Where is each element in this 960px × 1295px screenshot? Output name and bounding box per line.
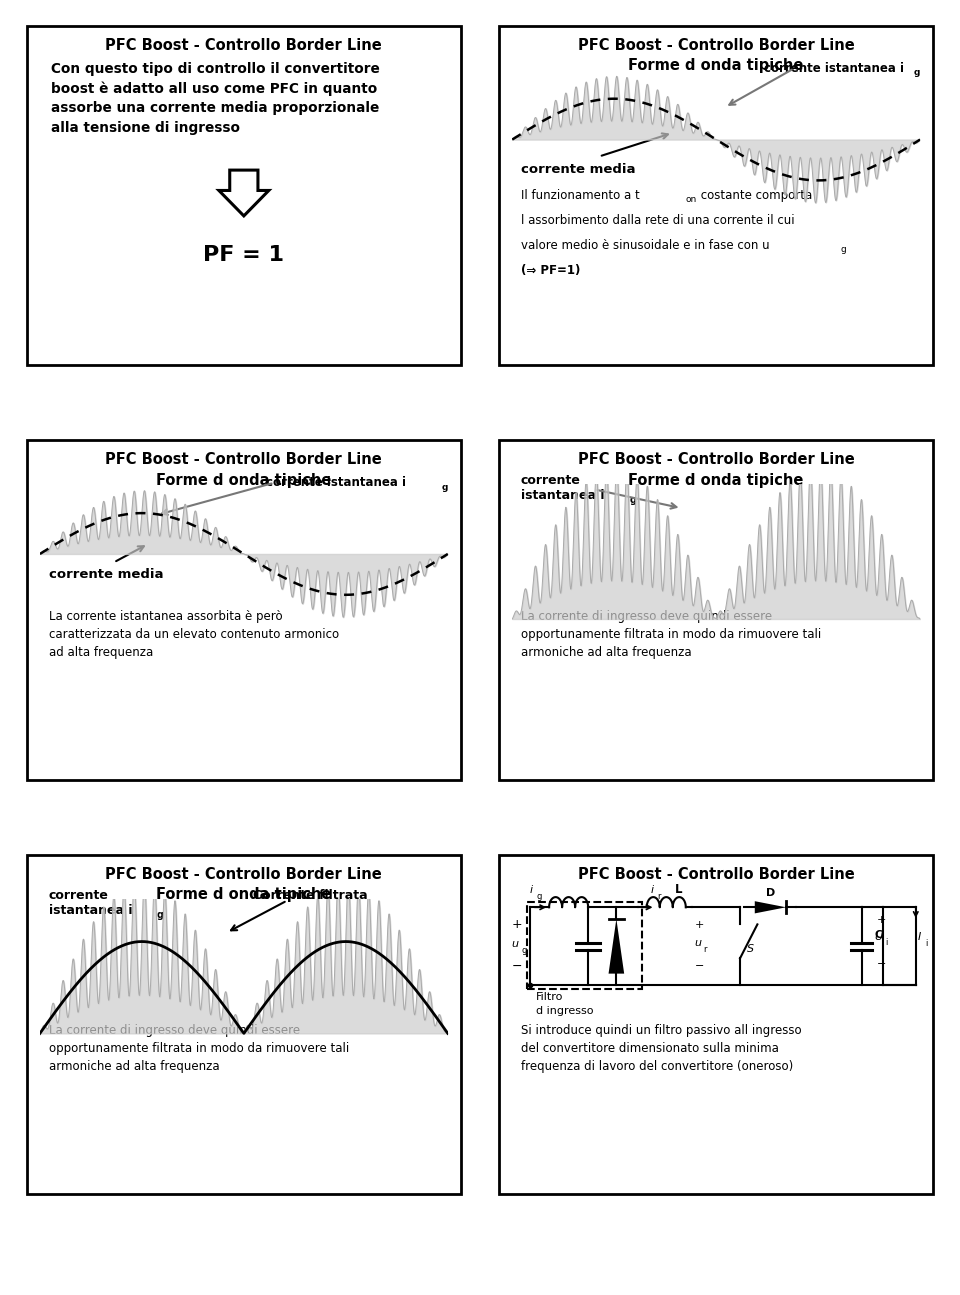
- Text: Filtro: Filtro: [536, 992, 564, 1002]
- Text: +: +: [876, 914, 886, 925]
- Text: i: i: [885, 939, 888, 947]
- Text: Il funzionamento a t: Il funzionamento a t: [521, 189, 639, 202]
- Text: r: r: [703, 945, 707, 954]
- Text: g: g: [630, 495, 636, 505]
- Text: I: I: [918, 932, 922, 941]
- Text: Forme d onda tipiche: Forme d onda tipiche: [156, 473, 331, 487]
- Text: Corrente filtrata: Corrente filtrata: [252, 888, 367, 901]
- Text: corrente istantanea i: corrente istantanea i: [764, 62, 904, 75]
- Text: corrente istantanea i: corrente istantanea i: [266, 477, 405, 490]
- Text: g: g: [157, 909, 164, 919]
- Text: Con questo tipo di controllo il convertitore
boost è adatto all uso come PFC in : Con questo tipo di controllo il converti…: [51, 62, 379, 135]
- Text: S: S: [747, 944, 754, 954]
- Text: l assorbimento dalla rete di una corrente il cui: l assorbimento dalla rete di una corrent…: [521, 214, 795, 227]
- Text: corrente: corrente: [49, 888, 108, 901]
- Text: i: i: [530, 884, 533, 895]
- Text: PFC Boost - Controllo Border Line: PFC Boost - Controllo Border Line: [578, 866, 854, 882]
- Text: u: u: [512, 939, 518, 949]
- Text: i: i: [925, 939, 927, 948]
- Text: u: u: [694, 939, 702, 948]
- Text: L: L: [675, 883, 683, 896]
- Text: Forme d onda tipiche: Forme d onda tipiche: [629, 58, 804, 73]
- Text: g: g: [442, 483, 447, 492]
- Polygon shape: [609, 919, 624, 974]
- Text: PF = 1: PF = 1: [204, 245, 284, 264]
- Text: +: +: [512, 918, 522, 931]
- Bar: [527, 903, 642, 988]
- Text: istantanea i: istantanea i: [49, 904, 132, 917]
- Text: La corrente istantanea assorbita è però
caratterizzata da un elevato contenuto a: La corrente istantanea assorbita è però …: [49, 610, 339, 659]
- Text: i: i: [651, 884, 654, 895]
- Text: (⇒ PF=1): (⇒ PF=1): [521, 264, 580, 277]
- Text: on: on: [685, 194, 697, 203]
- Text: corrente media: corrente media: [49, 567, 163, 580]
- Text: istantanea i: istantanea i: [521, 490, 605, 502]
- Text: −: −: [512, 960, 522, 973]
- Text: costante comporta: costante comporta: [697, 189, 812, 202]
- Polygon shape: [755, 901, 786, 913]
- Text: PFC Boost - Controllo Border Line: PFC Boost - Controllo Border Line: [106, 38, 382, 53]
- Text: corrente: corrente: [521, 474, 581, 487]
- Text: PFC Boost - Controllo Border Line: PFC Boost - Controllo Border Line: [106, 866, 382, 882]
- Text: g: g: [914, 69, 920, 78]
- Text: g: g: [840, 245, 846, 254]
- Text: +: +: [694, 919, 704, 930]
- Text: D: D: [766, 888, 776, 899]
- Text: −: −: [876, 958, 886, 969]
- Text: La corrente di ingresso deve quindi essere
opportunamente filtrata in modo da ri: La corrente di ingresso deve quindi esse…: [521, 610, 821, 659]
- Text: U: U: [875, 932, 882, 941]
- Text: r: r: [658, 892, 661, 901]
- Text: PFC Boost - Controllo Border Line: PFC Boost - Controllo Border Line: [578, 38, 854, 53]
- Text: g: g: [521, 947, 527, 956]
- FancyArrow shape: [219, 170, 269, 216]
- Text: corrente media: corrente media: [521, 163, 636, 176]
- Text: PFC Boost - Controllo Border Line: PFC Boost - Controllo Border Line: [106, 452, 382, 467]
- Text: C: C: [875, 930, 882, 940]
- Text: valore medio è sinusoidale e in fase con u: valore medio è sinusoidale e in fase con…: [521, 240, 770, 253]
- Text: Forme d onda tipiche: Forme d onda tipiche: [629, 473, 804, 487]
- Text: La corrente di ingresso deve quindi essere
opportunamente filtrata in modo da ri: La corrente di ingresso deve quindi esse…: [49, 1024, 348, 1074]
- Text: Forme d onda tipiche: Forme d onda tipiche: [156, 887, 331, 901]
- Text: PFC Boost - Controllo Border Line: PFC Boost - Controllo Border Line: [578, 452, 854, 467]
- Text: d ingresso: d ingresso: [536, 1006, 593, 1017]
- Text: Si introduce quindi un filtro passivo all ingresso
del convertitore dimensionato: Si introduce quindi un filtro passivo al…: [521, 1024, 802, 1074]
- Text: g: g: [536, 892, 541, 901]
- Text: −: −: [694, 961, 704, 971]
